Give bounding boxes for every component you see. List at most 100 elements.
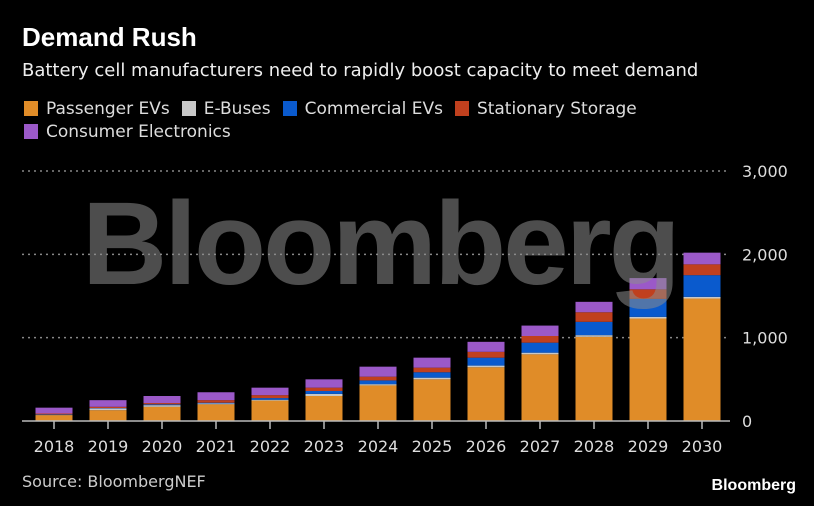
x-tick-label: 2026: [466, 437, 507, 456]
legend: Passenger EVs E-Buses Commercial EVs Statio…: [24, 98, 704, 144]
bar-segment-e-buses: [197, 403, 235, 405]
bar-segment-e-buses: [683, 296, 721, 299]
bar-segment-stationary-storage: [359, 376, 397, 381]
x-tick-label: 2030: [682, 437, 723, 456]
bar-segment-consumer-electronics: [521, 325, 559, 336]
legend-label: Consumer Electronics: [46, 122, 231, 142]
bar-segment-passenger-evs: [35, 415, 73, 421]
legend-label: Stationary Storage: [476, 99, 637, 119]
bar-segment-stationary-storage: [197, 400, 235, 403]
legend-label: E-Buses: [203, 99, 271, 119]
legend-swatch: [454, 101, 469, 116]
legend-swatch: [24, 124, 38, 139]
x-tick-label: 2024: [358, 437, 399, 456]
bar-segment-passenger-evs: [413, 379, 451, 421]
chart-title: Demand Rush: [22, 22, 197, 52]
legend-item: Passenger EVs: [24, 98, 170, 121]
bar-segment-passenger-evs: [521, 354, 559, 421]
bar-segment-e-buses: [305, 393, 343, 396]
x-tick-label: 2029: [628, 437, 669, 456]
bar-segment-commercial-evs: [467, 357, 505, 366]
bar-segment-stationary-storage: [35, 413, 73, 415]
x-tick-label: 2027: [520, 437, 561, 456]
legend-label: Passenger EVs: [46, 99, 170, 119]
bar-segment-consumer-electronics: [359, 366, 397, 377]
bar-segment-consumer-electronics: [197, 392, 235, 401]
bar-segment-stationary-storage: [305, 387, 343, 391]
bar-segment-commercial-evs: [683, 275, 721, 297]
bar-segment-e-buses: [143, 405, 181, 407]
bar-segment-passenger-evs: [467, 367, 505, 421]
bar-segment-stationary-storage: [521, 336, 559, 343]
bar-segment-e-buses: [89, 408, 127, 411]
bar-segment-consumer-electronics: [251, 387, 289, 396]
y-tick-label: 3,000: [742, 162, 788, 181]
bar-segment-commercial-evs: [575, 321, 613, 336]
bar-segment-stationary-storage: [467, 351, 505, 358]
bar-segment-consumer-electronics: [683, 252, 721, 265]
bar-segment-e-buses: [413, 377, 451, 380]
bar-segment-consumer-electronics: [467, 341, 505, 352]
x-tick-label: 2020: [142, 437, 183, 456]
bar-segment-passenger-evs: [683, 298, 721, 421]
x-tick-label: 2028: [574, 437, 615, 456]
x-tick-label: 2019: [88, 437, 129, 456]
bar-segment-stationary-storage: [683, 264, 721, 276]
bar-segment-passenger-evs: [305, 396, 343, 421]
legend-item: Stationary Storage: [454, 98, 637, 121]
bar-segment-passenger-evs: [89, 410, 127, 421]
x-tick-label: 2023: [304, 437, 345, 456]
source-note: Source: BloombergNEF: [22, 472, 206, 491]
bar-segment-commercial-evs: [305, 391, 343, 394]
bar-segment-consumer-electronics: [89, 400, 127, 407]
bar-segment-passenger-evs: [359, 385, 397, 421]
bar-segment-commercial-evs: [521, 342, 559, 353]
x-tick-label: 2022: [250, 437, 291, 456]
bar-segment-e-buses: [467, 365, 505, 368]
bar-segment-passenger-evs: [251, 400, 289, 421]
bloomberg-logo: Bloomberg: [711, 477, 796, 494]
bar-segment-commercial-evs: [413, 372, 451, 378]
bar-segment-consumer-electronics: [35, 407, 73, 414]
bar-segment-passenger-evs: [629, 318, 667, 421]
y-tick-label: 0: [742, 412, 752, 431]
bar-segment-stationary-storage: [89, 406, 127, 409]
legend-swatch: [24, 101, 38, 116]
bar-segment-stationary-storage: [413, 367, 451, 373]
bar-segment-consumer-electronics: [413, 357, 451, 368]
bar-segment-consumer-electronics: [629, 278, 667, 290]
legend-item: E-Buses: [181, 98, 271, 121]
bar-segment-commercial-evs: [197, 402, 235, 404]
y-tick-label: 2,000: [742, 245, 788, 264]
bar-segment-commercial-evs: [359, 380, 397, 385]
bar-segment-e-buses: [575, 335, 613, 337]
x-tick-label: 2018: [34, 437, 75, 456]
bar-segment-consumer-electronics: [575, 301, 613, 313]
x-tick-label: 2021: [196, 437, 237, 456]
bar-segment-commercial-evs: [251, 398, 289, 400]
bar-segment-commercial-evs: [143, 404, 181, 406]
bar-segment-passenger-evs: [197, 404, 235, 421]
legend-label: Commercial EVs: [304, 99, 443, 119]
legend-swatch: [181, 101, 196, 116]
bar-segment-commercial-evs: [629, 298, 667, 317]
y-tick-label: 1,000: [742, 329, 788, 348]
bar-segment-stationary-storage: [575, 312, 613, 322]
legend-item: Consumer Electronics: [24, 121, 231, 144]
bar-segment-stationary-storage: [629, 289, 667, 299]
bar-segment-e-buses: [521, 352, 559, 355]
chart-subtitle: Battery cell manufacturers need to rapid…: [22, 60, 699, 81]
legend-swatch: [282, 101, 297, 116]
bar-segment-stationary-storage: [143, 403, 181, 405]
x-tick-label: 2025: [412, 437, 453, 456]
bar-segment-consumer-electronics: [305, 379, 343, 388]
bar-segment-consumer-electronics: [143, 396, 181, 404]
bar-segment-e-buses: [629, 316, 667, 319]
bar-segment-e-buses: [359, 384, 397, 386]
bar-segment-stationary-storage: [251, 395, 289, 399]
legend-item: Commercial EVs: [282, 98, 443, 121]
bar-segment-passenger-evs: [143, 406, 181, 421]
bar-segment-passenger-evs: [575, 336, 613, 421]
